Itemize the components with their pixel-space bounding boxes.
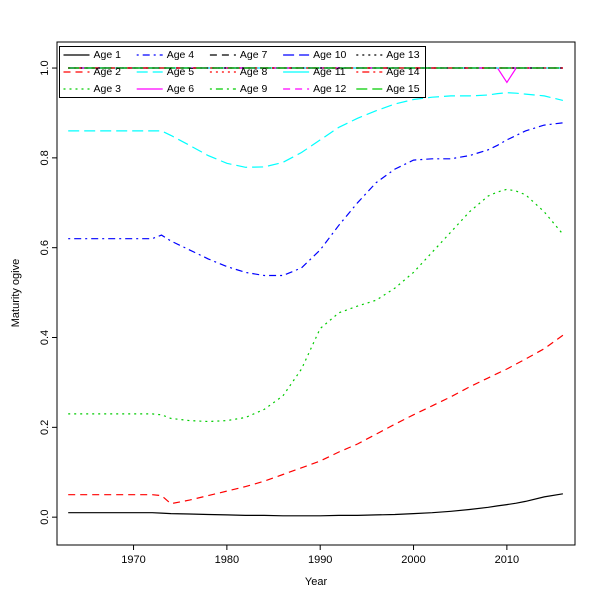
legend-box	[59, 46, 426, 98]
legend-label-age-9: Age 9	[240, 83, 268, 95]
legend-entry-age-6: Age 6	[136, 83, 195, 95]
series-line-age-5	[68, 92, 564, 168]
y-axis-title: Maturity ogive	[10, 258, 22, 328]
legend-entry-age-2: Age 2	[63, 66, 122, 78]
legend-label-age-8: Age 8	[240, 66, 268, 78]
legend-label-age-14: Age 14	[386, 66, 419, 78]
legend-label-age-7: Age 7	[240, 49, 268, 61]
y-tick-label-0.2: 0.2	[39, 420, 51, 435]
plot-border	[56, 41, 576, 546]
legend-label-age-12: Age 12	[313, 83, 346, 95]
x-tick-label-2000: 2000	[401, 554, 425, 566]
x-tick-label-1990: 1990	[308, 554, 332, 566]
x-tick-label-1970: 1970	[121, 554, 145, 566]
legend-entry-age-3: Age 3	[63, 83, 122, 95]
legend-entry-age-10: Age 10	[283, 49, 347, 61]
legend-entry-age-7: Age 7	[209, 49, 268, 61]
y-tick-label-1.0: 1.0	[39, 60, 51, 75]
legend-label-age-5: Age 5	[167, 66, 195, 78]
legend-label-age-3: Age 3	[94, 83, 122, 95]
y-axis: 0.0 0.2 0.4 0.6 0.8 1.0	[39, 60, 57, 525]
legend-entry-age-4: Age 4	[136, 49, 195, 61]
legend-label-age-13: Age 13	[386, 49, 419, 61]
legend-entry-age-13: Age 13	[356, 49, 420, 61]
legend-label-age-15: Age 15	[386, 83, 419, 95]
legend-label-age-4: Age 4	[167, 49, 195, 61]
series-line-age-3	[68, 188, 564, 423]
legend-label-age-1: Age 1	[94, 49, 122, 61]
legend: Age 1 Age 2 Age 3 Age 4 Age 5 Age 6 Age 7 Age 8…	[59, 46, 426, 98]
x-tick-label-1980: 1980	[215, 554, 239, 566]
legend-entry-age-9: Age 9	[209, 83, 268, 95]
series-line-age-1	[68, 493, 563, 517]
series-line-age-2	[68, 334, 564, 505]
legend-label-age-10: Age 10	[313, 49, 346, 61]
series-lines	[68, 67, 564, 517]
legend-entry-age-1: Age 1	[63, 49, 122, 61]
y-tick-label-0.0: 0.0	[39, 510, 51, 525]
legend-label-age-2: Age 2	[94, 66, 122, 78]
legend-entry-age-12: Age 12	[283, 83, 347, 95]
y-tick-label-0.4: 0.4	[39, 330, 51, 345]
y-tick-label-0.6: 0.6	[39, 240, 51, 255]
x-tick-label-2010: 2010	[495, 554, 519, 566]
legend-entry-age-14: Age 14	[356, 66, 420, 78]
legend-entry-age-15: Age 15	[356, 83, 420, 95]
legend-entry-age-11: Age 11	[283, 66, 346, 78]
legend-label-age-11: Age 11	[313, 66, 346, 78]
series-line-age-4	[68, 122, 563, 277]
x-axis: 1970 1980 1990 2000 2010	[121, 545, 519, 566]
legend-label-age-6: Age 6	[167, 83, 195, 95]
x-axis-title: Year	[304, 576, 328, 588]
legend-entry-age-5: Age 5	[136, 66, 195, 78]
legend-entry-age-8: Age 8	[209, 66, 268, 78]
y-tick-label-0.8: 0.8	[39, 150, 51, 165]
